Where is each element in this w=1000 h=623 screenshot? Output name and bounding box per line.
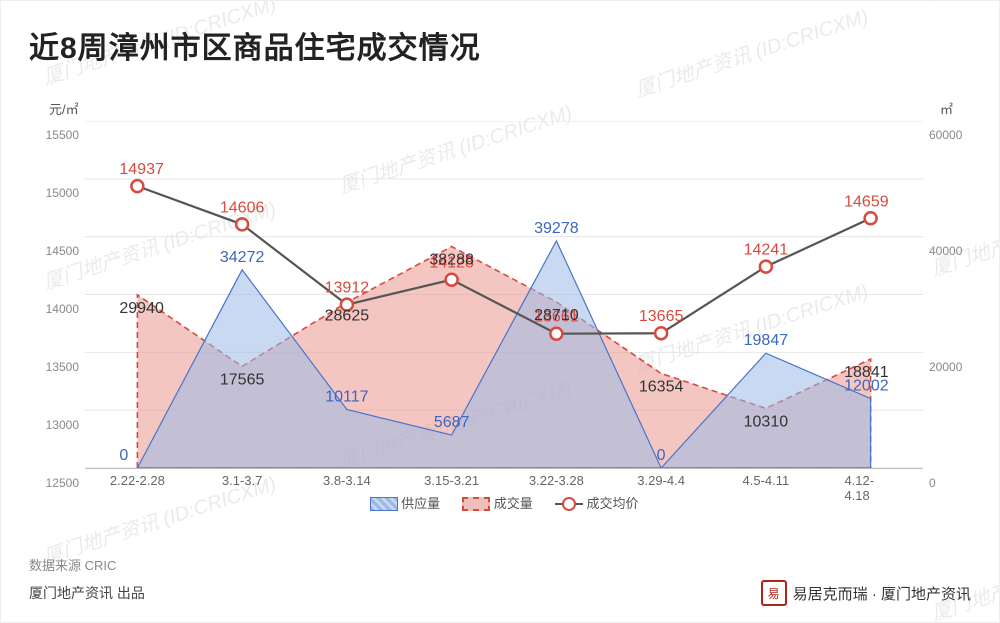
svg-text:28710: 28710 (534, 307, 579, 324)
y-left-title: 元/㎡ (49, 99, 79, 118)
chart-title: 近8周漳州市区商品住宅成交情况 (1, 1, 999, 67)
svg-text:34272: 34272 (220, 249, 265, 266)
data-source: 数据来源 CRIC (29, 555, 971, 574)
svg-text:28625: 28625 (325, 307, 370, 324)
x-axis-labels: 2.22-2.283.1-3.73.8-3.143.15-3.213.22-3.… (85, 473, 923, 493)
publisher: 厦门地产资讯 出品 (29, 583, 145, 603)
legend-price: 成交均价 (555, 493, 639, 512)
seal-icon: 易 (761, 580, 787, 606)
chart-area: 元/㎡ ㎡ 1250013000135001400014500150001550… (29, 93, 979, 513)
legend-deal: 成交量 (462, 493, 533, 512)
y-right-title: ㎡ (940, 99, 953, 118)
svg-text:29940: 29940 (119, 300, 164, 317)
y-left-axis: 12500130001350014000145001500015500 (29, 121, 85, 469)
svg-text:14937: 14937 (119, 161, 164, 178)
svg-text:13665: 13665 (639, 308, 684, 325)
svg-text:5687: 5687 (434, 414, 470, 431)
svg-text:0: 0 (657, 447, 666, 464)
svg-text:14659: 14659 (844, 193, 889, 210)
svg-text:16354: 16354 (639, 378, 684, 395)
svg-text:19847: 19847 (744, 332, 789, 349)
svg-text:10117: 10117 (325, 388, 368, 405)
publisher-stamp: 易 易居克而瑞 · 厦门地产资讯 (761, 580, 971, 606)
svg-text:0: 0 (119, 447, 128, 464)
stamp-text: 易居克而瑞 · 厦门地产资讯 (793, 583, 971, 604)
legend-supply: 供应量 (370, 493, 441, 512)
plot-svg: 1493714606139121412813661136651424114659… (85, 121, 923, 468)
svg-text:17565: 17565 (220, 371, 265, 388)
plot-region: 1493714606139121412813661136651424114659… (85, 121, 923, 469)
chart-card: 厦门地产资讯 (ID:CRICXM)厦门地产资讯 (ID:CRICXM)厦门地产… (0, 0, 1000, 623)
legend: 供应量 成交量 成交均价 (29, 491, 979, 513)
svg-text:14606: 14606 (220, 199, 265, 216)
footer-row: 厦门地产资讯 出品 易 易居克而瑞 · 厦门地产资讯 (29, 580, 971, 606)
svg-text:38288: 38288 (429, 252, 474, 269)
svg-text:39278: 39278 (534, 220, 579, 237)
svg-text:13912: 13912 (325, 280, 370, 297)
svg-text:10310: 10310 (744, 413, 789, 430)
svg-text:18841: 18841 (844, 364, 889, 381)
svg-text:14241: 14241 (744, 242, 789, 259)
y-right-axis: 0200004000060000 (923, 121, 979, 469)
